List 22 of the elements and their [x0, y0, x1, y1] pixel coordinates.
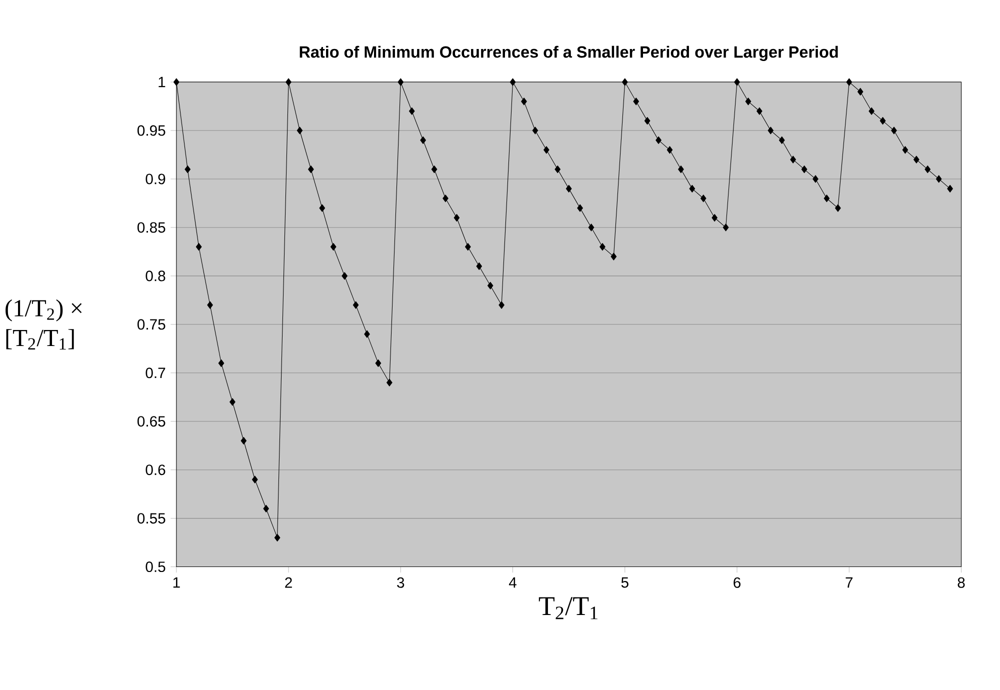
y-tick-label: 0.65	[137, 416, 166, 427]
y-tick-label: 1	[158, 76, 166, 88]
y-tick-label: 0.55	[137, 512, 166, 524]
x-tick-label: 8	[958, 577, 965, 588]
chart-title: Ratio of Minimum Occurrences of a Smaller Period over Larger Period	[300, 46, 838, 61]
x-tick-label: 1	[173, 577, 180, 588]
y-tick-label: 0.95	[137, 125, 166, 136]
y-tick-label: 0.8	[146, 270, 166, 282]
x-tick-label: 7	[846, 577, 853, 588]
x-axis-title: T$_{2}$/T$_{1}$	[538, 597, 598, 620]
y-tick-label: 0.7	[146, 368, 166, 378]
y-tick-label: 0.85	[137, 222, 166, 233]
x-tick-label: 5	[621, 577, 628, 588]
x-tick-label: 3	[397, 577, 404, 588]
text: (1/T$_{2}$) × [T$_{2}$/T$_{1}$]	[6, 299, 82, 350]
x-tick-label: 2	[285, 577, 292, 588]
x-tick-label: 6	[734, 577, 740, 588]
x-tick-label: 4	[508, 577, 516, 588]
y-tick-label: 0.6	[146, 464, 166, 476]
y-tick-label: 0.9	[146, 174, 166, 184]
y-tick-label: 0.5	[146, 561, 166, 572]
y-tick-label: 0.75	[137, 319, 166, 330]
